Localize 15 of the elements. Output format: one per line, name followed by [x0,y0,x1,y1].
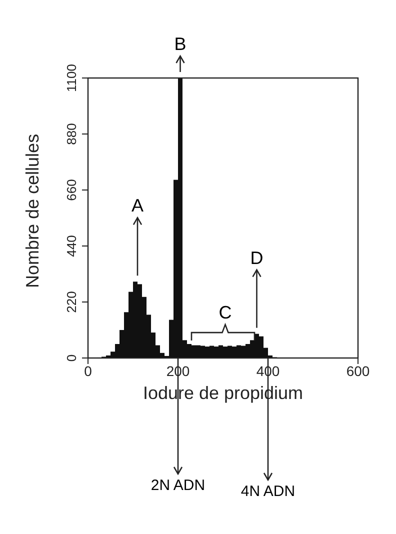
annotation: D [250,248,264,268]
y-tick-label: 440 [64,235,79,257]
ref-line-label: 2N ADN [150,477,206,494]
y-tick-label: 660 [64,179,79,201]
ref-line-label: 4N ADN [240,483,296,500]
y-tick-label: 0 [64,354,79,362]
y-tick-label: 880 [64,123,79,145]
y-tick-label: 1100 [64,64,79,92]
y-axis-title: Nombre de cellules [22,134,42,288]
x-tick-label: 600 [346,362,370,379]
annotation: C [218,302,232,323]
annotation: B [174,34,186,54]
annotation: A [131,196,144,216]
y-tick-label: 220 [64,291,79,313]
x-tick-label: 0 [84,362,92,379]
